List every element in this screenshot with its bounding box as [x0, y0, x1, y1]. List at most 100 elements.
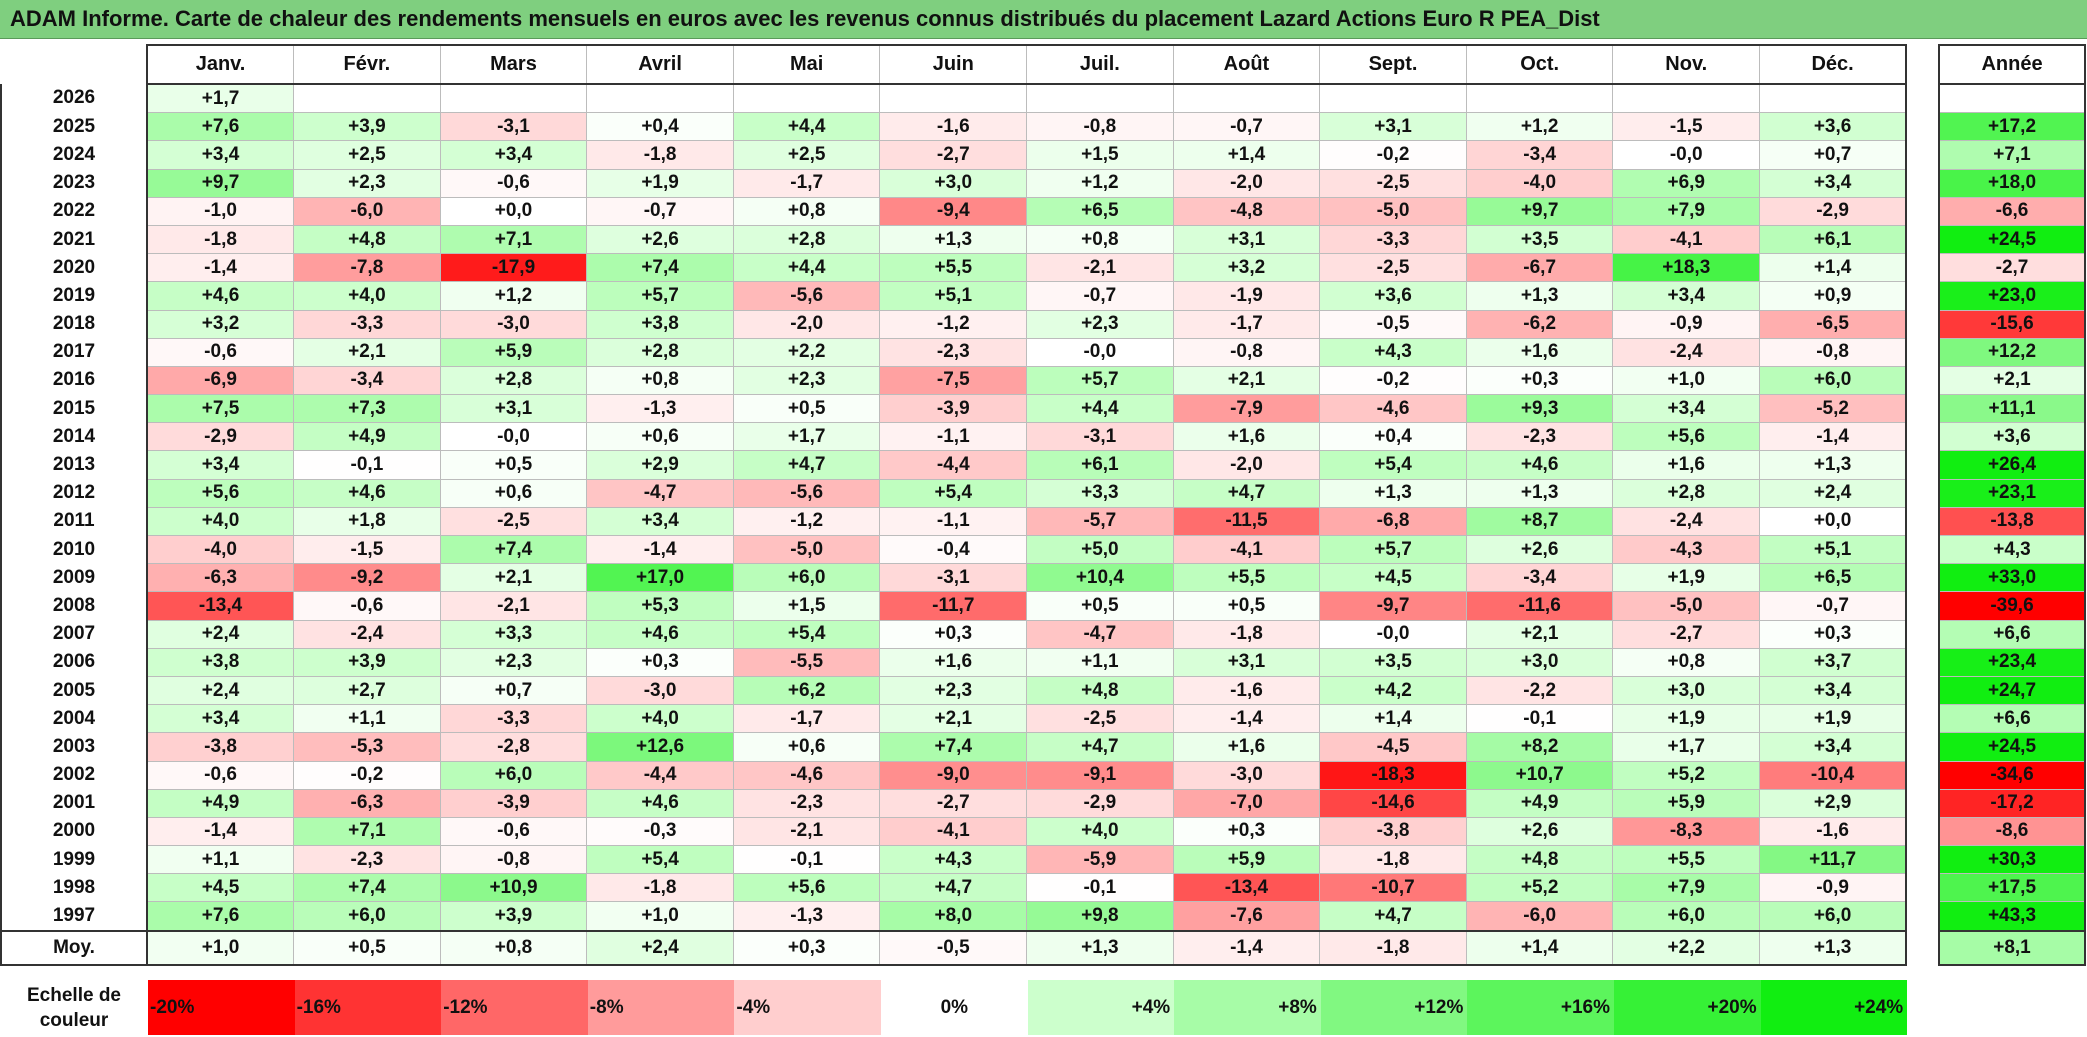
annual-cell: +23,0 [1938, 281, 2086, 311]
heat-cell: +1,7 [146, 83, 295, 114]
year-label: 2011 [0, 507, 148, 536]
heat-cell: +4,9 [293, 422, 441, 452]
annual-cell: +17,5 [1938, 873, 2086, 903]
heat-cell: -0,5 [1319, 309, 1467, 339]
heat-cell: -5,0 [732, 534, 881, 565]
heat-cell: -10,4 [1759, 760, 1908, 790]
annual-average-cell: +8,1 [1938, 929, 2086, 966]
heat-cell: -6,3 [293, 788, 441, 818]
heat-cell: -4,1 [1172, 534, 1321, 565]
heat-cell: +0,5 [1026, 591, 1174, 621]
heat-cell: -2,0 [1172, 450, 1321, 480]
heat-cell: +3,4 [146, 140, 295, 170]
average-cell: +1,3 [1026, 929, 1174, 966]
heat-cell: -1,4 [1172, 704, 1321, 734]
heat-cell: +5,7 [1026, 365, 1174, 396]
heat-cell: +5,4 [879, 478, 1028, 508]
heat-cell: +3,4 [1612, 281, 1761, 311]
year-label: 2001 [0, 789, 148, 818]
heat-cell: +5,5 [1172, 563, 1321, 593]
heat-cell: +6,0 [439, 760, 588, 790]
heat-cell: +3,6 [1319, 281, 1467, 311]
heat-cell: -1,0 [146, 196, 295, 226]
heat-cell: -2,5 [1319, 168, 1467, 198]
heat-cell: +8,0 [879, 901, 1028, 932]
heat-cell: +0,8 [1612, 647, 1761, 677]
heat-cell: -4,7 [586, 478, 734, 508]
heat-cell: +1,5 [1026, 140, 1174, 170]
color-scale: Echelle de couleur -20% -16% -12% -8% -4% 0% +… [0, 978, 1908, 1037]
heat-cell: +2,6 [1465, 816, 1614, 847]
heat-cell: +7,5 [146, 394, 295, 424]
heat-cell: +1,3 [1759, 450, 1908, 480]
year-row: 2019 +4,6 +4,0 +1,2 +5,7 -5,6 +5,1 -0,7 -1,9 +3,6… [0, 281, 1908, 311]
heat-cell: +1,3 [1319, 478, 1467, 508]
annual-cell: -39,6 [1938, 591, 2086, 621]
month-header: Sept. [1319, 44, 1467, 85]
heat-cell: -11,5 [1172, 506, 1321, 537]
heat-cell: -14,6 [1319, 788, 1467, 818]
heat-cell: +2,3 [293, 168, 441, 198]
heat-cell: -6,0 [293, 196, 441, 226]
heat-cell: +7,6 [146, 901, 295, 932]
heat-cell: -7,9 [1172, 394, 1321, 424]
heat-cell: +0,5 [439, 450, 588, 480]
heat-cell: +3,4 [439, 140, 588, 170]
year-label: 2007 [0, 620, 148, 649]
annual-cell: +33,0 [1938, 563, 2086, 593]
heat-cell: +18,3 [1612, 253, 1761, 283]
heat-cell: -5,6 [732, 478, 881, 508]
heat-cell: -4,4 [879, 450, 1028, 480]
heat-cell: +3,0 [1465, 647, 1614, 677]
heat-cell: +3,4 [146, 704, 295, 734]
heat-cell: +0,4 [586, 112, 734, 142]
annual-cell: -34,6 [1938, 760, 2086, 790]
year-label: 2023 [0, 169, 148, 198]
heat-cell: -1,2 [879, 309, 1028, 339]
heat-cell: +4,7 [879, 873, 1028, 903]
heat-cell: -10,7 [1319, 873, 1467, 903]
heat-cell: -4,1 [879, 816, 1028, 847]
year-row: 2010 -4,0 -1,5 +7,4 -1,4 -5,0 -0,4 +5,0 -4,1 +5,7… [0, 534, 1908, 565]
heat-cell: -1,1 [879, 422, 1028, 452]
heat-cell: +3,4 [586, 506, 734, 537]
year-row: 2001 +4,9 -6,3 -3,9 +4,6 -2,3 -2,7 -2,9 -7,0 -14,… [0, 788, 1908, 818]
year-label: 2022 [0, 197, 148, 226]
heat-cell: -3,1 [1026, 422, 1174, 452]
heat-cell [1465, 83, 1614, 114]
heat-cell: +2,3 [732, 365, 881, 396]
heat-cell: +6,0 [732, 563, 881, 593]
heat-cell: -1,7 [1172, 309, 1321, 339]
average-cell: +0,8 [439, 929, 588, 966]
heat-cell: -1,9 [1172, 281, 1321, 311]
heat-cell: -0,2 [293, 760, 441, 790]
scale-title: Echelle de couleur [27, 984, 121, 1031]
heat-cell: -1,2 [732, 506, 881, 537]
annual-cell: +18,0 [1938, 168, 2086, 198]
heat-cell: +4,8 [1465, 845, 1614, 875]
heat-cell: +3,4 [1759, 675, 1908, 706]
heat-cell: +2,1 [293, 337, 441, 367]
heat-cell: -4,0 [146, 534, 295, 565]
heat-cell: +0,6 [732, 732, 881, 762]
annual-cell: +6,6 [1938, 619, 2086, 649]
heat-cell: -5,2 [1759, 394, 1908, 424]
heat-cell: +0,5 [732, 394, 881, 424]
year-label: 2025 [0, 112, 148, 141]
heat-cell: +4,7 [1026, 732, 1174, 762]
annual-cell: +2,1 [1938, 365, 2086, 396]
heat-cell: +7,4 [293, 873, 441, 903]
heat-cell: -9,0 [879, 760, 1028, 790]
year-row: 2016 -6,9 -3,4 +2,8 +0,8 +2,3 -7,5 +5,7 +2,1 -0,2… [0, 365, 1908, 396]
year-row: 1997 +7,6 +6,0 +3,9 +1,0 -1,3 +8,0 +9,8 -7,6 +4,7… [0, 901, 1908, 932]
corner-cell [1, 45, 148, 84]
heat-cell: -1,3 [732, 901, 881, 932]
heat-cell: +1,2 [439, 281, 588, 311]
scale-cell: +16% [1467, 980, 1614, 1035]
heat-cell: +5,4 [586, 845, 734, 875]
heat-cell: -4,3 [1612, 534, 1761, 565]
year-label: 2018 [0, 310, 148, 339]
heat-cell: +4,0 [1026, 816, 1174, 847]
heat-cell: +0,8 [586, 365, 734, 396]
heat-cell: -3,4 [293, 365, 441, 396]
